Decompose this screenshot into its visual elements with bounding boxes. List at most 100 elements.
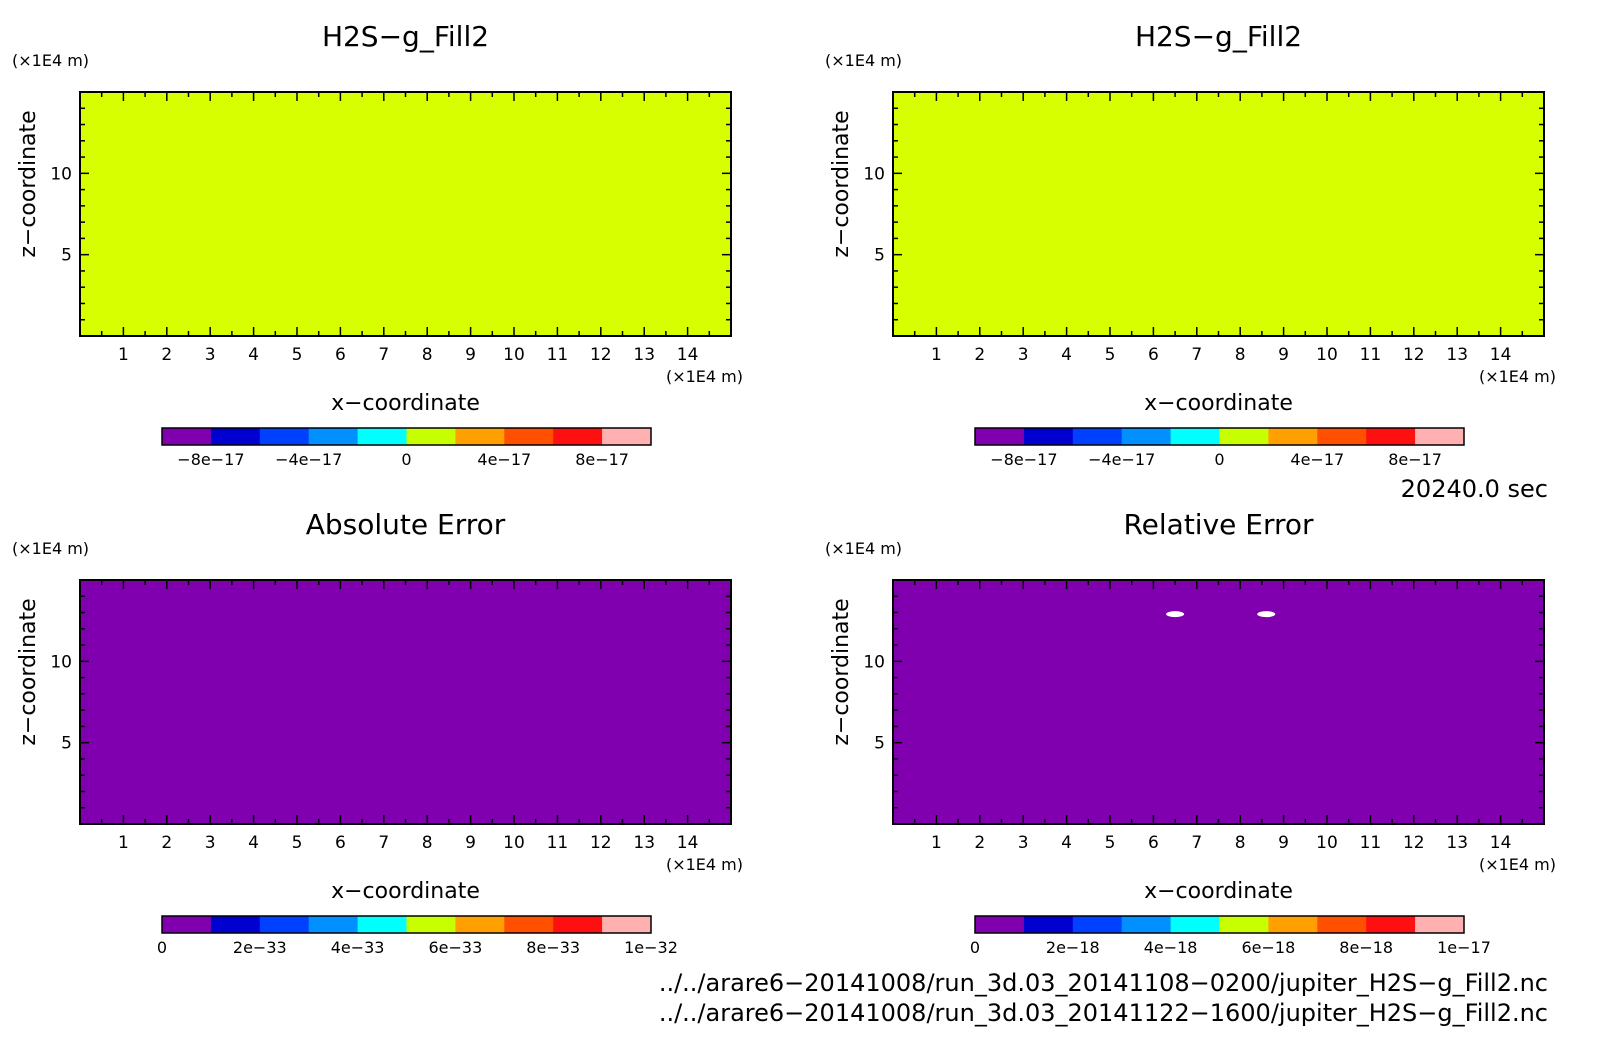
panel-2-colorbar-segment (1121, 428, 1172, 445)
panel-4-x-tick-label: 5 (1105, 833, 1116, 853)
panel-1-x-tick-label: 8 (422, 345, 433, 365)
panel-2-y-label: z−coordinate (829, 110, 854, 257)
panel-4-x-tick-label: 13 (1446, 833, 1468, 853)
panel-2-field (893, 92, 1544, 336)
panel-4-x-tick-label: 1 (931, 833, 942, 853)
panel-4-x-unit: (×1E4 m) (1479, 855, 1556, 874)
panel-3-x-tick-label: 11 (547, 833, 569, 853)
panel-1-colorbar-segment (455, 428, 505, 445)
panel-2-x-tick-label: 9 (1278, 345, 1289, 365)
panel-4-y-tick-label: 10 (863, 652, 885, 672)
panel-2-x-tick-label: 8 (1235, 345, 1246, 365)
panel-2-x-tick-label: 14 (1490, 345, 1512, 365)
panel-4-x-tick-label: 12 (1403, 833, 1425, 853)
panel-4-x-tick-label: 9 (1278, 833, 1289, 853)
panel-2-colorbar-label: −8e−17 (990, 450, 1057, 469)
panel-4-colorbar-segment (1121, 916, 1172, 933)
panel-4-x-tick-label: 4 (1061, 833, 1072, 853)
panel-4-colorbar-segment (1170, 916, 1220, 933)
panel-1-y-tick-label: 10 (50, 164, 72, 184)
panel-4-y-tick-label: 5 (874, 734, 885, 754)
panel-3-colorbar-segment (553, 916, 603, 933)
panel-1-colorbar-label: 0 (401, 450, 411, 469)
panel-4-colorbar-segment (1268, 916, 1318, 933)
panel-2-y-unit: (×1E4 m) (825, 51, 902, 70)
panel-3-title: Absolute Error (306, 508, 506, 541)
panel-2-colorbar-label: −4e−17 (1088, 450, 1155, 469)
panel-4-x-tick-label: 10 (1316, 833, 1338, 853)
panel-1-colorbar-segment (553, 428, 603, 445)
panel-4-y-unit: (×1E4 m) (825, 539, 902, 558)
panel-4-x-label: x−coordinate (1144, 879, 1293, 904)
panel-2-x-tick-label: 11 (1360, 345, 1382, 365)
panel-2-colorbar-segment (1317, 428, 1367, 445)
panel-3-colorbar-segment (259, 916, 310, 933)
panel-3-y-tick-label: 5 (61, 734, 72, 754)
panel-1-colorbar-segment (504, 428, 554, 445)
panel-4-colorbar-label: 4e−18 (1144, 938, 1198, 957)
panel-1-x-unit: (×1E4 m) (666, 367, 743, 386)
file-path-1: ../../arare6−20141008/run_3d.03_20141108… (659, 969, 1548, 997)
panel-2-x-tick-label: 5 (1105, 345, 1116, 365)
panel-4-colorbar-segment (1023, 916, 1074, 933)
panel-2-y-tick-label: 5 (874, 246, 885, 266)
panel-1-colorbar-segment (406, 428, 456, 445)
panel-1-x-tick-label: 4 (248, 345, 259, 365)
panel-4-colorbar-label: 0 (970, 938, 980, 957)
panel-3-colorbar-segment (357, 916, 407, 933)
panel-1-colorbar-segment (357, 428, 407, 445)
panel-3-x-tick-label: 4 (248, 833, 259, 853)
panel-3-colorbar-label: 0 (157, 938, 167, 957)
panel-4-colorbar-frame (974, 915, 1465, 934)
file-path-2: ../../arare6−20141008/run_3d.03_20141122… (659, 999, 1548, 1027)
panel-1-x-tick-label: 3 (205, 345, 216, 365)
panel-3-x-tick-label: 9 (465, 833, 476, 853)
panel-3-colorbar-label: 1e−32 (624, 938, 678, 957)
panel-2-colorbar-segment (1268, 428, 1318, 445)
panel-2-colorbar-segment (1023, 428, 1074, 445)
panel-3-colorbar-segment (210, 916, 261, 933)
panel-3-x-tick-label: 10 (503, 833, 525, 853)
panel-4-colorbar-segment (1317, 916, 1367, 933)
panel-1-y-unit: (×1E4 m) (12, 51, 89, 70)
panel-3-colorbar-segment (406, 916, 456, 933)
panel-4-colorbar-label: 2e−18 (1046, 938, 1100, 957)
panel-3-x-tick-label: 5 (292, 833, 303, 853)
panel-3-colorbar-segment (504, 916, 554, 933)
panel-4-x-tick-label: 14 (1490, 833, 1512, 853)
panel-3-colorbar-segment (162, 916, 212, 933)
panel-3-y-label: z−coordinate (16, 598, 41, 745)
panel-4-x-tick-label: 3 (1018, 833, 1029, 853)
panel-4-colorbar-label: 8e−18 (1339, 938, 1393, 957)
panel-2-x-tick-label: 12 (1403, 345, 1425, 365)
panel-4-blank-spot (1257, 611, 1276, 618)
panel-2-x-tick-label: 3 (1018, 345, 1029, 365)
panel-3-colorbar-label: 8e−33 (526, 938, 580, 957)
panel-1-colorbar-segment (259, 428, 310, 445)
panel-3-x-tick-label: 8 (422, 833, 433, 853)
panel-4-colorbar-segment (975, 916, 1025, 933)
panel-3-colorbar-segment (455, 916, 505, 933)
panel-4-x-tick-label: 7 (1191, 833, 1202, 853)
panel-1-colorbar-label: 8e−17 (575, 450, 629, 469)
panel-3-x-tick-label: 7 (378, 833, 389, 853)
panel-2-title: H2S−g_Fill2 (1135, 20, 1302, 53)
panel-3-y-tick-label: 10 (50, 652, 72, 672)
panel-1-x-tick-label: 1 (118, 345, 129, 365)
panel-4-colorbar-label: 6e−18 (1242, 938, 1296, 957)
panel-2-x-unit: (×1E4 m) (1479, 367, 1556, 386)
panel-1-x-tick-label: 9 (465, 345, 476, 365)
panel-3-x-tick-label: 2 (161, 833, 172, 853)
panel-1-colorbar-label: −8e−17 (177, 450, 244, 469)
panel-4-colorbar-segment (1415, 916, 1465, 933)
panel-1-y-label: z−coordinate (16, 110, 41, 257)
panel-2-x-tick-label: 7 (1191, 345, 1202, 365)
panel-4-colorbar-segment (1072, 916, 1123, 933)
panel-3-colorbar-label: 2e−33 (233, 938, 287, 957)
panel-3-x-tick-label: 1 (118, 833, 129, 853)
panel-2-y-tick-label: 10 (863, 164, 885, 184)
panel-2-x-tick-label: 10 (1316, 345, 1338, 365)
panel-2-colorbar-segment (1072, 428, 1123, 445)
